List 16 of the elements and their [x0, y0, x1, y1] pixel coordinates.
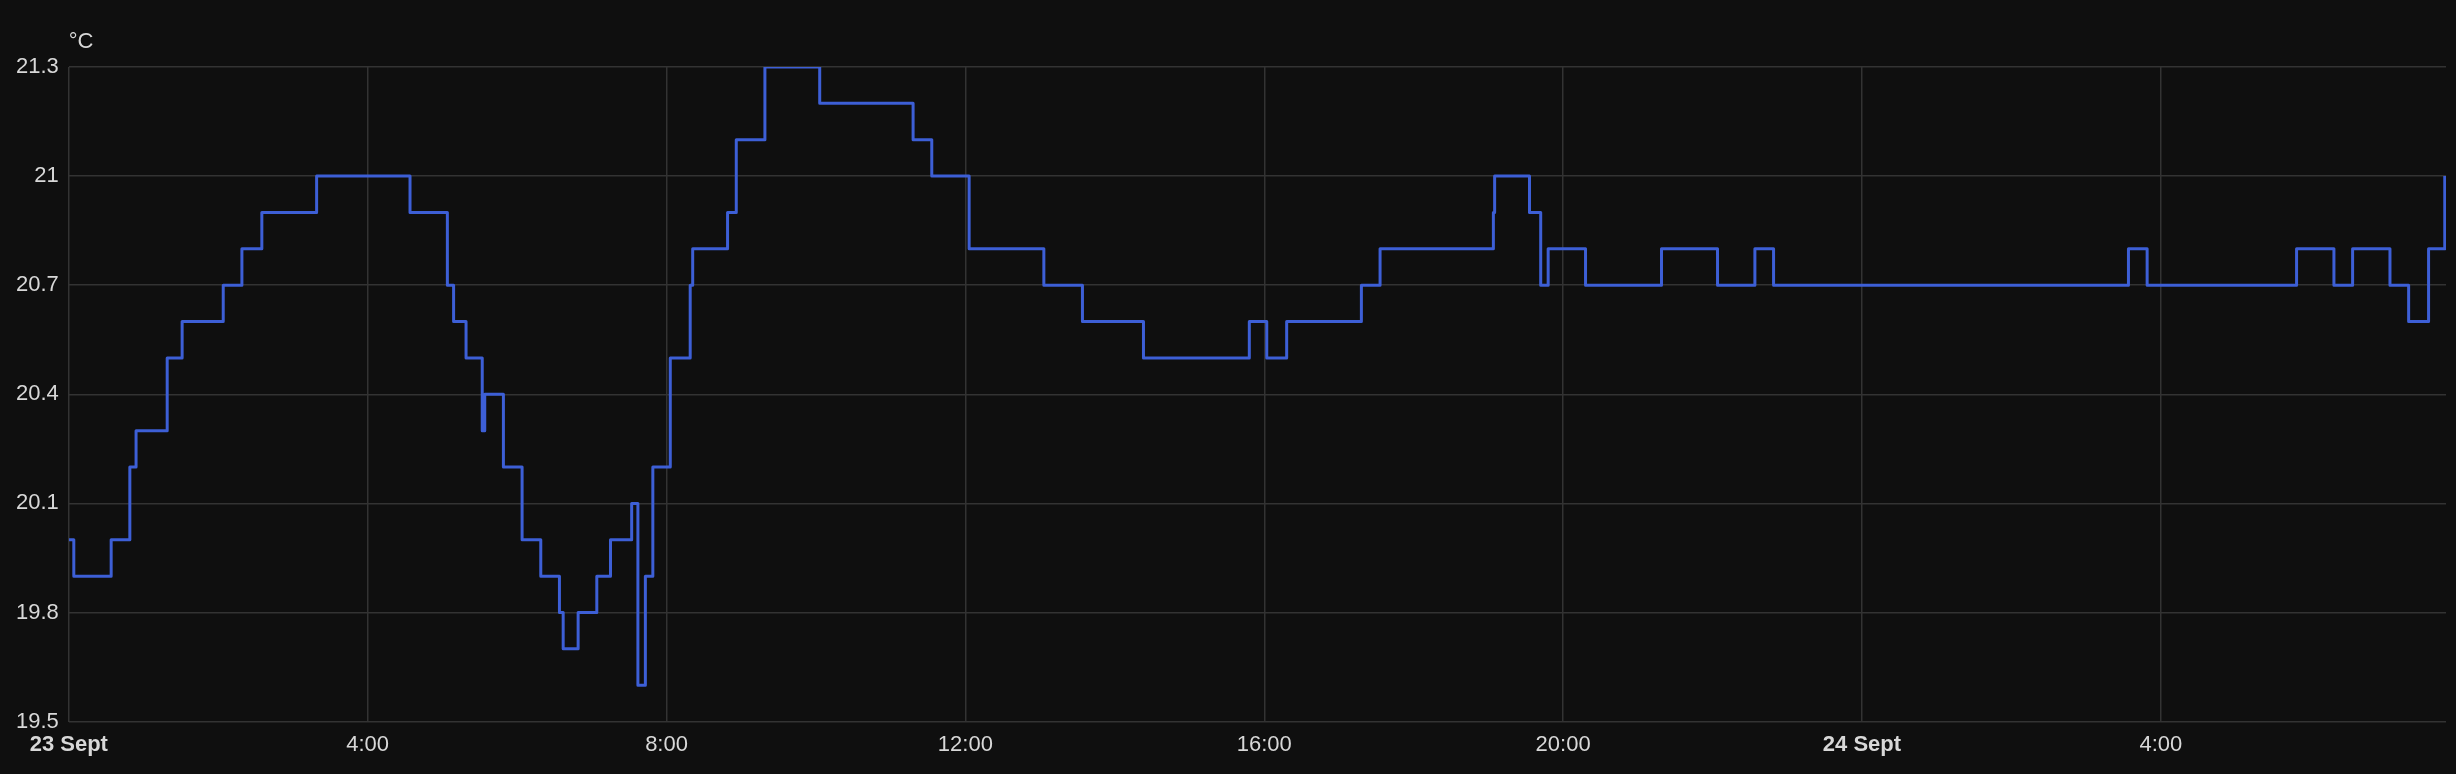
y-tick-label: 20.1	[15, 489, 59, 515]
x-tick-label: 20:00	[1535, 730, 1591, 756]
x-tick-label: 8:00	[645, 730, 688, 756]
y-tick-label: 19.5	[15, 707, 59, 733]
x-tick-label: 23 Sept	[29, 730, 109, 756]
y-tick-label: 21	[34, 162, 59, 188]
x-tick-label: 4:00	[2139, 730, 2183, 756]
y-tick-label: 21.3	[15, 53, 59, 79]
x-tick-label: 4:00	[346, 730, 390, 756]
y-axis-title: °C	[68, 28, 94, 54]
y-tick-label: 19.8	[15, 598, 59, 624]
y-tick-label: 20.4	[15, 380, 59, 406]
y-tick-label: 20.7	[15, 271, 59, 297]
x-tick-label: 24 Sept	[1822, 730, 1902, 756]
x-tick-label: 16:00	[1236, 730, 1292, 756]
x-tick-label: 12:00	[937, 730, 993, 756]
